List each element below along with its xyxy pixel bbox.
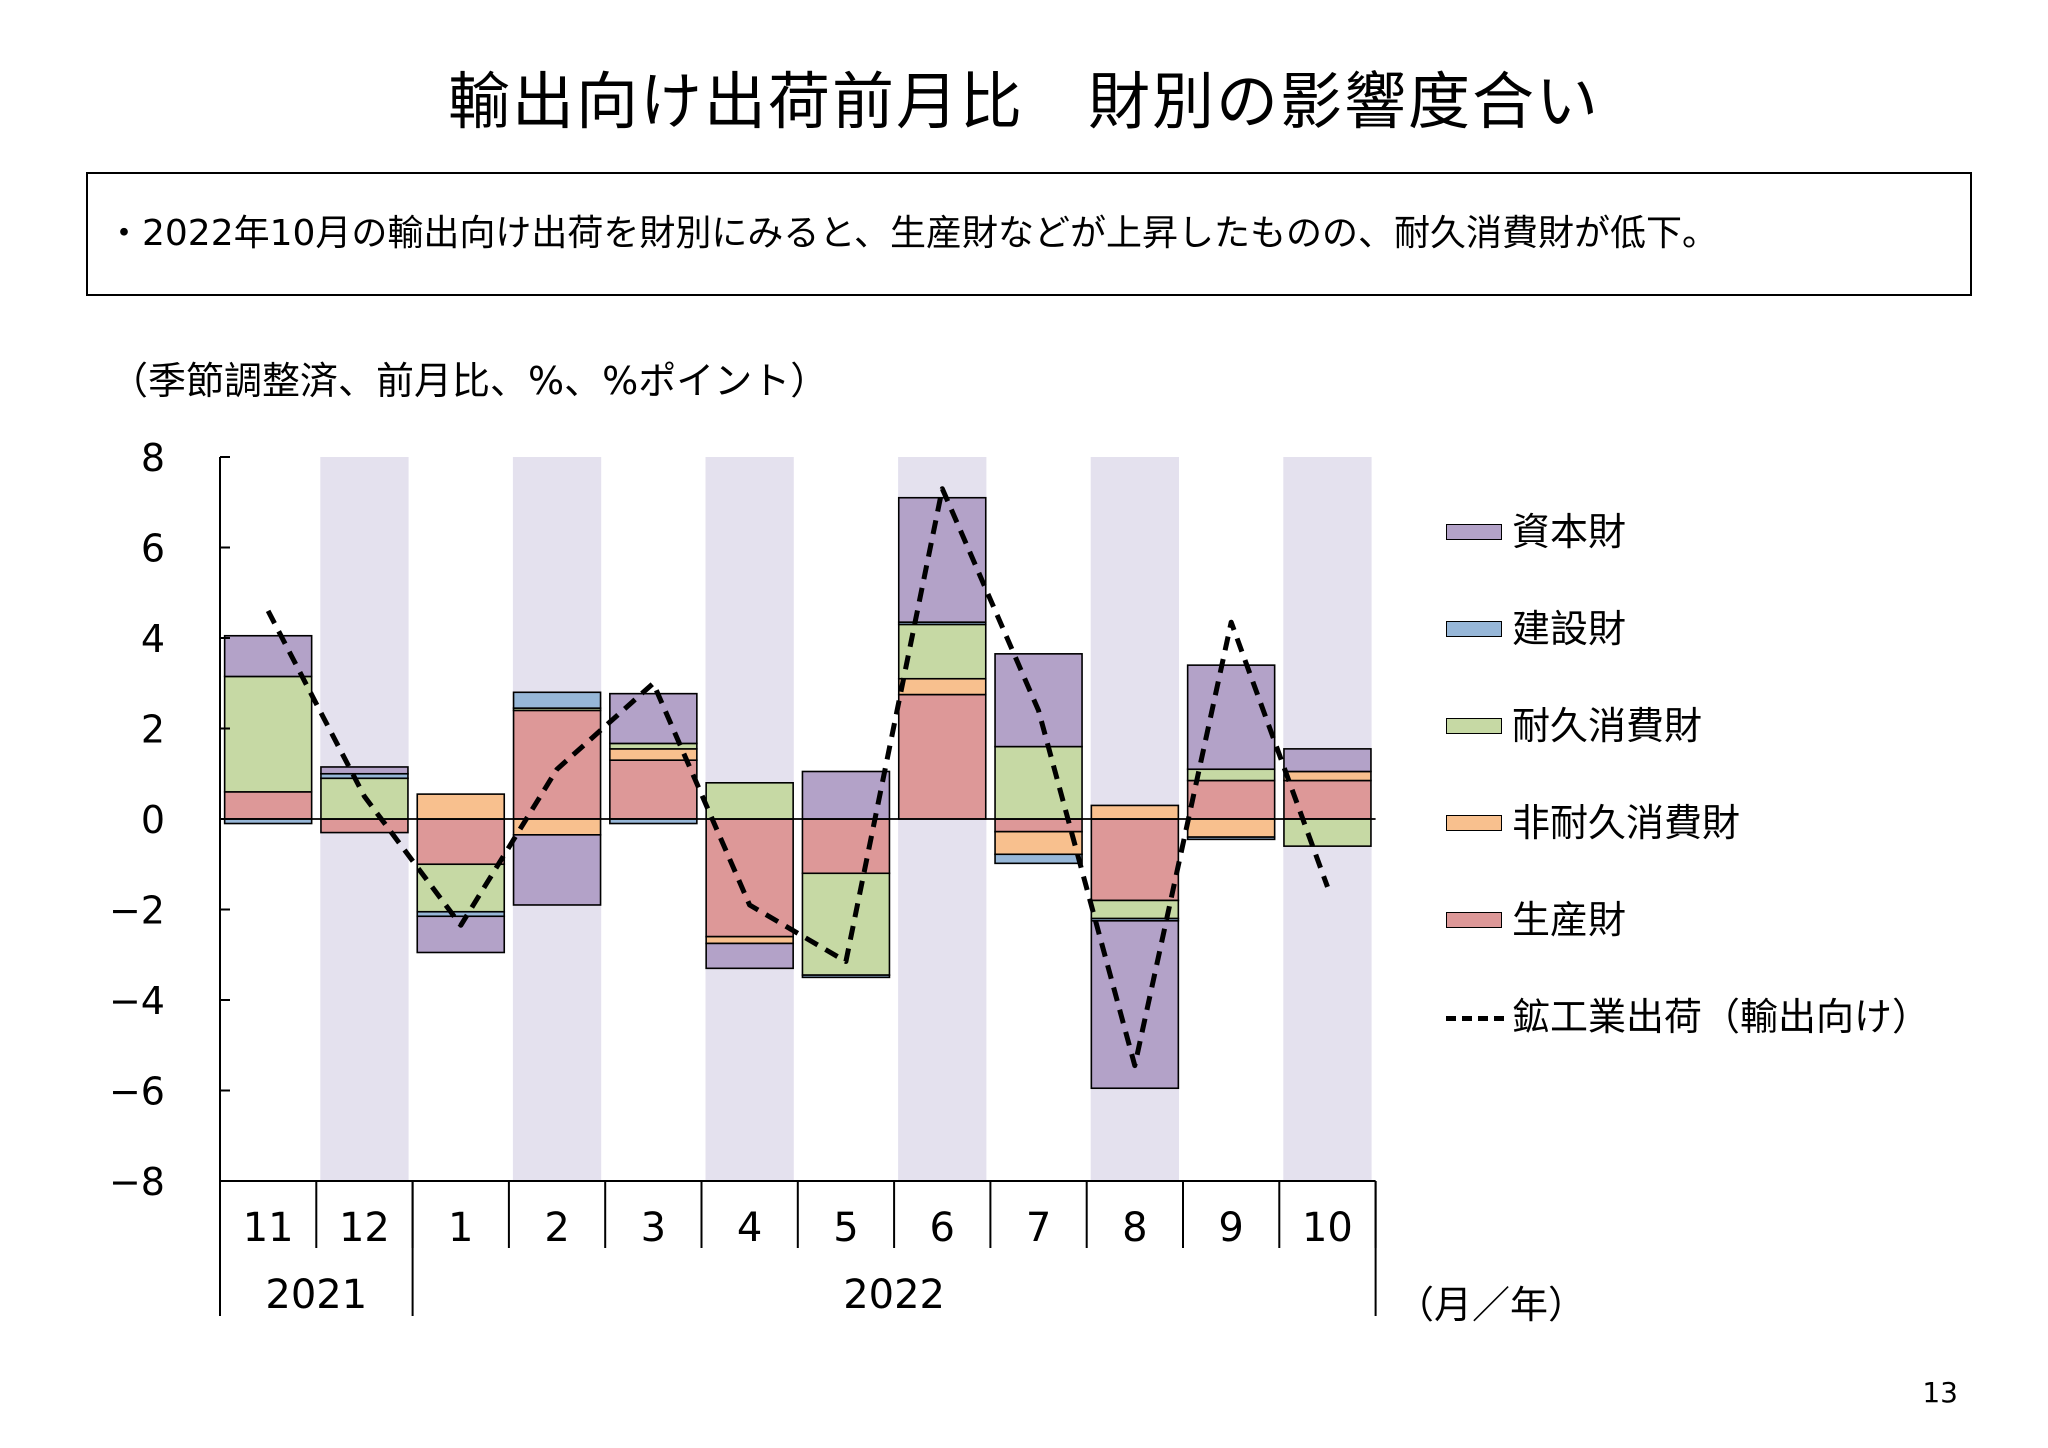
legend-swatch-construction-goods (1446, 621, 1502, 637)
x-axis-unit-label: （月／年） (1396, 1283, 1586, 1327)
y-tick-label: −4 (109, 979, 165, 1023)
bar-segment-0 (897, 693, 987, 820)
bar-segment-0 (512, 709, 602, 820)
legend-swatch-durable-consumer-goods (1446, 718, 1502, 734)
bar-segment-4 (994, 653, 1083, 748)
legend-label-capital-goods: 資本財 (1512, 510, 1627, 554)
bar-segment-0 (416, 818, 506, 866)
x-tick-label: 4 (737, 1205, 762, 1251)
bar-segment-1 (897, 677, 987, 696)
page-number: 13 (1922, 1376, 1958, 1409)
y-tick-label: 6 (141, 527, 165, 571)
summary-box: ・2022年10月の輸出向け出荷を財別にみると、生産財などが上昇したものの、耐久… (86, 172, 1972, 296)
bar-segment-2 (609, 742, 698, 750)
bar-segment-1 (416, 793, 506, 820)
legend-swatch-nondurable-consumer-goods (1446, 815, 1502, 831)
legend-line-dashed (1446, 1016, 1504, 1021)
bar-segment-4 (801, 770, 891, 820)
bar-segment-0 (223, 791, 313, 820)
bar-segment-0 (609, 759, 698, 820)
y-tick-label: −2 (109, 889, 165, 933)
bar-segment-1 (1090, 804, 1180, 820)
bar-segment-4 (512, 834, 602, 906)
bar-segment-4 (1283, 748, 1372, 773)
legend-swatch-producer-goods (1446, 912, 1502, 928)
bar-segment-4 (320, 766, 409, 775)
total-line (265, 486, 1330, 1069)
bar-segment-0 (1186, 779, 1276, 820)
x-tick-label: 11 (243, 1205, 294, 1251)
x-tick-label: 12 (339, 1205, 390, 1251)
bar-segment-0 (801, 818, 891, 875)
bar-segment-2 (994, 745, 1083, 820)
y-tick-label: 8 (141, 436, 165, 480)
year-label: 2022 (843, 1272, 945, 1318)
bar-segment-2 (1186, 768, 1276, 782)
bar-segment-3 (512, 691, 602, 709)
bar-segment-2 (223, 675, 313, 793)
x-tick-label: 3 (641, 1205, 666, 1251)
legend-label-total-line: 鉱工業出荷（輸出向け） (1512, 995, 1931, 1039)
x-tick-label: 9 (1218, 1205, 1243, 1251)
legend-label-producer-goods: 生産財 (1512, 898, 1627, 942)
x-tick-label: 10 (1302, 1205, 1353, 1251)
bar-segment-2 (705, 781, 794, 820)
legend-label-nondurable-consumer-goods: 非耐久消費財 (1512, 801, 1741, 845)
bar-segment-0 (705, 818, 794, 938)
y-tick-label: 4 (141, 617, 165, 661)
bar-segment-4 (609, 692, 698, 745)
bar-segment-1 (705, 935, 794, 945)
x-tick-label: 6 (930, 1205, 955, 1251)
bar-segment-4 (705, 942, 794, 970)
legend-label-durable-consumer-goods: 耐久消費財 (1512, 704, 1703, 748)
bar-segment-4 (223, 634, 313, 678)
page-title: 輸出向け出荷前月比 財別の影響度合い (447, 65, 1600, 138)
y-tick-label: −6 (109, 1070, 165, 1114)
bar-segment-1 (994, 830, 1083, 856)
bar-segment-3 (1186, 836, 1276, 841)
x-tick-label: 5 (833, 1205, 858, 1251)
y-tick-label: −8 (109, 1160, 165, 1204)
legend-swatch-capital-goods (1446, 524, 1502, 540)
y-tick-label: 2 (141, 708, 165, 752)
bar-segment-3 (994, 853, 1083, 865)
legend-label-construction-goods: 建設財 (1512, 607, 1627, 651)
x-tick-label: 1 (448, 1205, 473, 1251)
bar-segment-2 (1283, 818, 1372, 847)
bar-segment-0 (320, 818, 409, 834)
y-tick-label: 0 (141, 798, 165, 842)
summary-text: ・2022年10月の輸出向け出荷を財別にみると、生産財などが上昇したものの、耐久… (106, 213, 1718, 254)
bar-segment-0 (1090, 818, 1180, 902)
bar-segment-2 (416, 863, 506, 913)
x-tick-label: 7 (1026, 1205, 1051, 1251)
x-tick-label: 8 (1122, 1205, 1147, 1251)
bar-segment-1 (1186, 818, 1276, 838)
bar-segment-2 (897, 623, 987, 680)
bar-segment-3 (801, 974, 891, 979)
bar-segment-1 (1283, 770, 1372, 782)
year-label: 2021 (265, 1272, 367, 1318)
unit-note: （季節調整済、前月比、%、%ポイント） (110, 359, 829, 403)
x-tick-label: 2 (544, 1205, 569, 1251)
